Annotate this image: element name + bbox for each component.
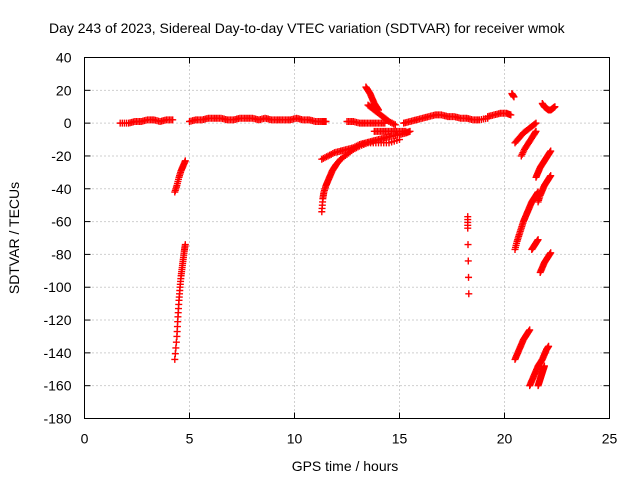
- data-point: [329, 149, 337, 157]
- data-series: [511, 326, 534, 363]
- data-series: [508, 90, 518, 101]
- y-tick-label: -180: [43, 411, 71, 427]
- x-axis-label: GPS time / hours: [292, 458, 399, 474]
- data-point: [402, 127, 410, 135]
- data-point: [507, 111, 515, 119]
- data-series: [532, 147, 555, 181]
- data-point: [390, 120, 398, 128]
- y-tick-label: 20: [56, 82, 72, 98]
- x-tick-label: 15: [392, 431, 408, 447]
- data-point: [169, 116, 177, 124]
- data-series: [517, 127, 540, 160]
- y-tick-label: 0: [64, 115, 72, 131]
- x-tick-label: 20: [497, 431, 513, 447]
- y-tick-label: -140: [43, 345, 71, 361]
- data-point: [551, 103, 559, 111]
- data-series: [400, 111, 492, 127]
- data-point: [465, 273, 473, 281]
- data-point: [545, 342, 553, 350]
- data-series: [186, 114, 330, 125]
- data-point: [547, 172, 555, 180]
- data-point: [354, 141, 362, 149]
- y-tick-label: -160: [43, 378, 71, 394]
- data-series: [534, 362, 548, 390]
- x-tick-label: 5: [186, 431, 194, 447]
- data-series: [171, 157, 189, 196]
- plot-frame: [84, 57, 610, 419]
- y-tick-label: -60: [51, 214, 71, 230]
- data-series: [538, 99, 559, 114]
- data-series: [526, 342, 553, 390]
- data-point: [531, 120, 539, 128]
- data-series: [318, 127, 414, 163]
- data-point: [532, 127, 540, 135]
- data-series: [171, 241, 189, 363]
- data-series: [484, 109, 515, 121]
- data-point: [547, 147, 555, 155]
- data-point: [464, 257, 472, 265]
- data-point: [464, 241, 472, 249]
- y-tick-label: 40: [56, 50, 72, 66]
- x-tick-label: 10: [287, 431, 303, 447]
- data-series: [370, 127, 410, 135]
- data-point: [540, 362, 548, 370]
- data-series: [364, 101, 399, 129]
- y-axis-label: SDTVAR / TECUs: [6, 182, 22, 294]
- x-tick-label: 0: [81, 431, 89, 447]
- data-point: [181, 241, 189, 249]
- axis-ticks: 40 20 0 -20 -40 -60 -80 -100 -120 -140 -160 -180 0 5 1…: [43, 50, 617, 447]
- y-tick-label: -40: [51, 181, 71, 197]
- data-series: [464, 213, 473, 298]
- chart-title: Day 243 of 2023, Sidereal Day-to-day VTE…: [49, 20, 566, 36]
- data-series: [362, 83, 382, 114]
- y-tick-label: -100: [43, 279, 71, 295]
- grid: [84, 57, 610, 419]
- data-point: [510, 93, 518, 101]
- data-point: [532, 119, 540, 127]
- data-point: [547, 249, 555, 257]
- data-point: [526, 326, 534, 334]
- data-series: [536, 249, 555, 276]
- data-point: [322, 117, 330, 125]
- data-series: [511, 119, 540, 147]
- data-point: [465, 290, 473, 298]
- data-points: [116, 83, 559, 390]
- data-series: [343, 117, 389, 127]
- data-series: [528, 236, 542, 253]
- data-point: [391, 121, 399, 129]
- data-point: [534, 236, 542, 244]
- y-tick-label: -80: [51, 246, 71, 262]
- x-tick-label: 25: [602, 431, 618, 447]
- data-series: [116, 116, 177, 127]
- y-tick-label: -120: [43, 312, 71, 328]
- data-point: [464, 224, 472, 232]
- data-point: [181, 157, 189, 165]
- data-series: [318, 136, 403, 216]
- data-series: [534, 172, 555, 206]
- y-tick-label: -20: [51, 148, 71, 164]
